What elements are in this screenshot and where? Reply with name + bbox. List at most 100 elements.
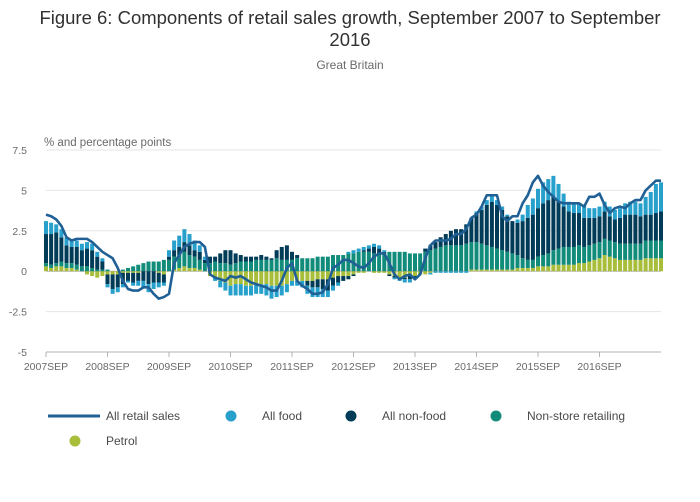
bar-non-store-retailing xyxy=(161,259,166,272)
bar-all-non-food xyxy=(331,277,335,286)
legend-swatch-all-non-food xyxy=(345,410,357,422)
bar-non-store-retailing xyxy=(243,261,248,272)
bar-petrol xyxy=(361,271,366,273)
bar-all-non-food xyxy=(638,216,643,244)
bar-all-non-food xyxy=(44,234,48,264)
bar-all-food xyxy=(136,280,141,286)
bar-all-non-food xyxy=(479,209,484,244)
bar-petrol xyxy=(100,271,105,277)
bar-non-store-retailing xyxy=(459,245,464,272)
bar-non-store-retailing xyxy=(397,251,402,272)
bar-non-store-retailing xyxy=(279,259,284,272)
bar-non-store-retailing xyxy=(305,258,310,272)
bar-all-food xyxy=(69,240,74,247)
bar-all-food xyxy=(536,188,540,209)
bar-all-food xyxy=(577,203,581,214)
bar-all-food xyxy=(233,284,238,296)
bar-all-food xyxy=(79,243,84,251)
bar-petrol xyxy=(469,269,474,272)
bar-petrol xyxy=(110,271,115,275)
bar-petrol xyxy=(228,271,233,286)
bar-non-store-retailing xyxy=(536,256,540,267)
bar-all-non-food xyxy=(279,246,284,260)
bar-all-non-food xyxy=(582,217,587,247)
bar-all-food xyxy=(582,204,587,218)
bar-non-store-retailing xyxy=(233,263,238,272)
bar-non-store-retailing xyxy=(264,259,269,272)
bar-all-food xyxy=(438,271,443,273)
bar-non-store-retailing xyxy=(126,267,130,272)
bar-all-food xyxy=(249,285,253,296)
bar-non-store-retailing xyxy=(49,264,54,268)
bar-all-food xyxy=(254,284,259,294)
bar-all-food xyxy=(443,271,448,273)
bar-non-store-retailing xyxy=(167,259,171,272)
legend-label-all-food: All food xyxy=(262,409,302,423)
bar-petrol xyxy=(331,271,335,278)
bar-all-non-food xyxy=(618,217,622,244)
bar-all-non-food xyxy=(161,274,166,283)
bar-petrol xyxy=(218,271,223,281)
bar-all-non-food xyxy=(510,221,515,254)
bar-petrol xyxy=(607,256,612,272)
bar-petrol xyxy=(351,271,356,275)
bar-all-non-food xyxy=(54,232,59,264)
bar-all-non-food xyxy=(546,200,551,254)
bar-non-store-retailing xyxy=(259,259,264,272)
bar-all-food xyxy=(561,193,566,207)
bar-all-food xyxy=(638,203,643,217)
bar-non-store-retailing xyxy=(54,263,59,267)
bar-petrol xyxy=(315,271,320,280)
bar-all-food xyxy=(315,287,320,298)
bar-all-non-food xyxy=(607,216,612,241)
x-tick-label: 2014SEP xyxy=(454,361,498,373)
bar-all-food xyxy=(505,214,510,217)
bar-petrol xyxy=(69,267,74,272)
bar-non-store-retailing xyxy=(648,240,653,259)
bar-petrol xyxy=(571,264,576,272)
bar-all-food xyxy=(454,271,458,273)
bar-non-store-retailing xyxy=(341,255,346,272)
bar-all-food xyxy=(151,282,156,289)
bar-non-store-retailing xyxy=(479,243,484,270)
bar-all-non-food xyxy=(131,272,136,283)
bar-all-non-food xyxy=(187,245,192,256)
bar-all-non-food xyxy=(515,222,520,256)
bar-all-food xyxy=(618,208,622,218)
bar-all-non-food xyxy=(238,255,243,262)
bar-all-non-food xyxy=(500,209,505,251)
bar-non-store-retailing xyxy=(177,255,182,268)
bar-all-food xyxy=(59,229,64,238)
bar-all-non-food xyxy=(495,204,499,249)
bar-non-store-retailing xyxy=(208,263,212,272)
bar-all-food xyxy=(530,198,535,215)
bar-petrol xyxy=(612,258,617,272)
bar-all-food xyxy=(541,182,546,204)
bar-non-store-retailing xyxy=(59,261,64,267)
bar-petrol xyxy=(515,267,520,272)
bar-non-store-retailing xyxy=(382,253,387,272)
bar-all-non-food xyxy=(556,201,561,249)
bar-non-store-retailing xyxy=(392,251,397,272)
bar-all-food xyxy=(495,200,499,205)
bar-non-store-retailing xyxy=(489,246,494,270)
bar-non-store-retailing xyxy=(331,255,335,272)
bar-all-food xyxy=(382,250,387,252)
bar-all-non-food xyxy=(551,196,556,251)
bar-non-store-retailing xyxy=(136,264,141,272)
legend-label-all-non-food: All non-food xyxy=(382,409,446,423)
bar-non-store-retailing xyxy=(530,259,535,268)
bar-all-non-food xyxy=(146,271,151,285)
bar-all-food xyxy=(597,206,602,217)
bar-petrol xyxy=(54,266,59,272)
bar-non-store-retailing xyxy=(413,253,417,272)
legend-swatch-all-food xyxy=(225,410,237,422)
bar-petrol xyxy=(182,266,187,272)
bar-all-non-food xyxy=(69,246,74,264)
bar-non-store-retailing xyxy=(474,242,479,270)
bar-non-store-retailing xyxy=(525,259,530,268)
bar-petrol xyxy=(623,259,628,272)
bar-petrol xyxy=(633,259,638,272)
bar-petrol xyxy=(126,271,130,273)
bar-all-non-food xyxy=(320,279,325,289)
